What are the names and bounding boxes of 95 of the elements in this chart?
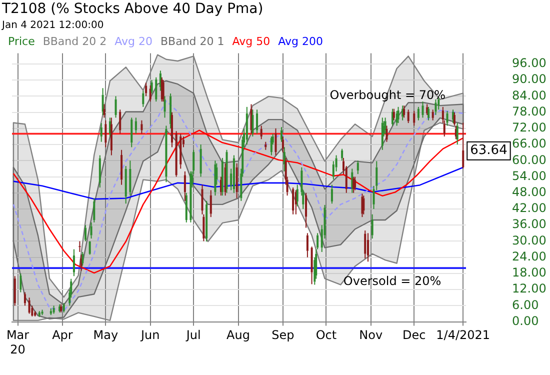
candlestick bbox=[104, 120, 107, 148]
chart-subtitle: Jan 4 2021 12:00:00 bbox=[2, 20, 104, 31]
ref-line-label: Overbought = 70% bbox=[330, 88, 446, 102]
y-tick-label: 84.00 bbox=[512, 88, 546, 102]
x-tick-label: May bbox=[93, 328, 118, 342]
candlestick bbox=[140, 120, 143, 134]
candlestick bbox=[145, 82, 148, 97]
candlestick bbox=[256, 109, 258, 134]
candlestick bbox=[165, 125, 168, 183]
candlestick bbox=[310, 246, 313, 285]
y-tick-label: 60.00 bbox=[512, 152, 546, 167]
y-tick-label: 12.00 bbox=[512, 282, 546, 296]
candlestick bbox=[260, 125, 262, 140]
candlestick bbox=[362, 195, 365, 215]
candlestick bbox=[372, 185, 375, 210]
candlestick bbox=[434, 98, 437, 116]
legend-label: BBand 20 2 bbox=[42, 35, 107, 48]
candlestick bbox=[236, 162, 238, 199]
y-tick-label: 36.00 bbox=[512, 217, 546, 232]
candlestick bbox=[119, 109, 122, 134]
x-tick-label: Aug bbox=[226, 328, 250, 342]
candlestick bbox=[316, 232, 319, 250]
candlestick bbox=[82, 251, 84, 266]
y-tick-label: 6.00 bbox=[512, 298, 539, 312]
y-tick-label: 78.00 bbox=[512, 104, 546, 118]
x-tick-label: Sep bbox=[272, 328, 294, 342]
candlestick bbox=[50, 308, 52, 316]
candlestick bbox=[274, 128, 277, 156]
annotation: 63.64 bbox=[470, 143, 508, 158]
candlestick bbox=[315, 248, 318, 280]
candlestick bbox=[366, 232, 369, 262]
y-tick-label: 30.00 bbox=[512, 233, 546, 248]
candlestick bbox=[407, 109, 410, 124]
candlestick bbox=[356, 160, 359, 175]
candlestick bbox=[381, 117, 384, 150]
candlestick bbox=[270, 136, 272, 156]
legend-label: BBand 20 1 bbox=[160, 35, 224, 48]
candlestick bbox=[422, 101, 424, 118]
candlestick bbox=[332, 160, 334, 180]
candlestick bbox=[371, 214, 374, 240]
text: Price bbox=[8, 35, 35, 48]
candlestick bbox=[129, 160, 132, 196]
candlestick bbox=[134, 117, 137, 134]
candlestick bbox=[364, 230, 366, 259]
x-tick-label: Jun bbox=[140, 328, 160, 342]
candlestick bbox=[462, 122, 464, 169]
candlestick bbox=[246, 106, 248, 146]
candlestick bbox=[120, 149, 123, 186]
text: Avg 50 bbox=[232, 35, 270, 48]
candlestick bbox=[175, 130, 178, 178]
candlestick bbox=[417, 106, 420, 121]
candlestick bbox=[41, 309, 44, 316]
candlestick bbox=[206, 200, 208, 242]
y-tick-label: 66.00 bbox=[512, 136, 546, 151]
candlestick bbox=[180, 133, 182, 170]
y-tick-label: 18.00 bbox=[512, 266, 546, 280]
candlestick bbox=[403, 105, 406, 118]
y-tick-label: 48.00 bbox=[512, 184, 546, 199]
candlestick bbox=[34, 310, 36, 317]
x-tick-label: Nov bbox=[359, 328, 383, 342]
x-tick-label: Oct bbox=[316, 328, 337, 342]
candlestick bbox=[432, 109, 434, 121]
y-tick-label: 42.00 bbox=[512, 201, 546, 216]
candlestick bbox=[90, 222, 92, 240]
candlestick bbox=[201, 184, 204, 215]
text: Avg 20 bbox=[114, 35, 152, 48]
x-tick-label: Apr bbox=[52, 328, 73, 342]
candlestick bbox=[114, 96, 117, 118]
candlestick bbox=[292, 187, 294, 215]
ref-line-label: Oversold = 20% bbox=[343, 274, 442, 288]
candlestick bbox=[72, 248, 75, 277]
y-tick-label: 0.00 bbox=[512, 314, 539, 328]
x-tick-label: Mar 20 bbox=[6, 328, 30, 357]
candlestick bbox=[305, 192, 308, 228]
y-tick-label: 72.00 bbox=[512, 120, 546, 135]
candlestick bbox=[210, 190, 212, 218]
candlestick bbox=[28, 297, 30, 314]
chart-title: T2108 (% Stocks Above 40 Day Pma) bbox=[2, 1, 264, 17]
x-tick-label: Dec bbox=[402, 328, 426, 342]
y-tick-label: 90.00 bbox=[512, 72, 546, 86]
candlestick bbox=[93, 198, 96, 223]
y-tick-label: 54.00 bbox=[512, 168, 546, 183]
x-tick-label: Jul bbox=[185, 328, 201, 342]
candlestick bbox=[306, 232, 308, 258]
x-tick-label: 1/4/2021 bbox=[436, 328, 490, 342]
candlestick bbox=[100, 122, 102, 142]
y-tick-label: 24.00 bbox=[512, 249, 546, 264]
y-tick-label: 96.00 bbox=[512, 56, 546, 70]
candlestick bbox=[62, 302, 65, 313]
candlestick bbox=[130, 117, 133, 148]
text: Avg 200 bbox=[278, 35, 324, 48]
candlestick bbox=[38, 310, 40, 318]
candlestick bbox=[124, 166, 127, 204]
candlestick bbox=[200, 144, 202, 178]
candlestick bbox=[428, 106, 430, 121]
